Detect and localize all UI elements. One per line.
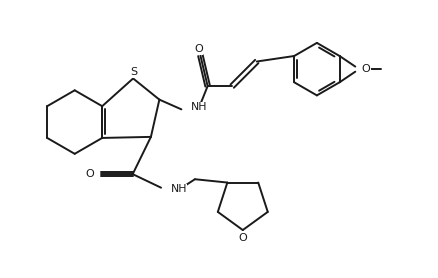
Text: O: O — [238, 233, 247, 243]
Text: S: S — [130, 67, 137, 77]
Text: O: O — [194, 44, 202, 54]
Text: O: O — [86, 169, 94, 179]
Text: NH: NH — [190, 102, 207, 112]
Text: O: O — [361, 64, 370, 74]
Text: NH: NH — [170, 184, 187, 194]
